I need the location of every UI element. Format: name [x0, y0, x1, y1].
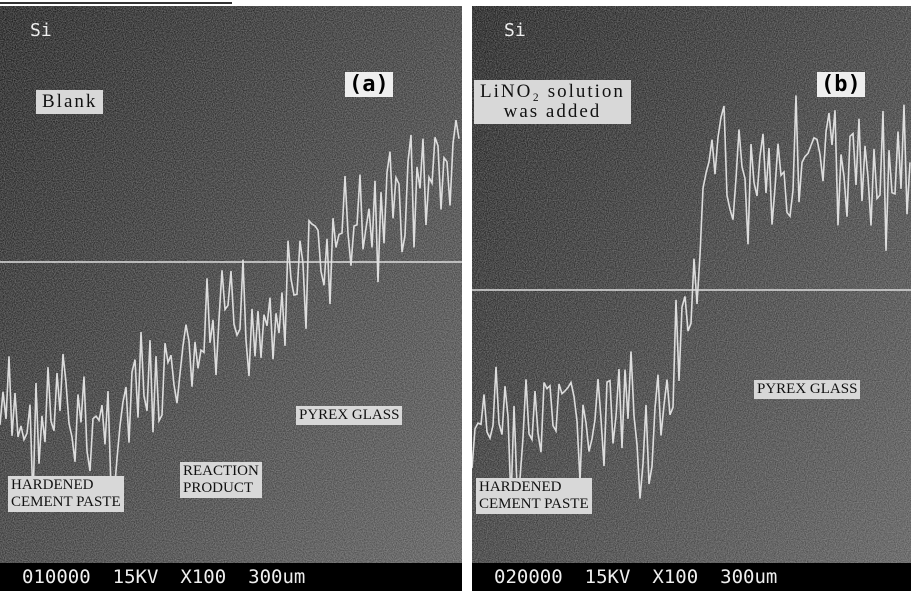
region-label-line: CEMENT PASTE: [479, 496, 589, 512]
element-label: Si: [30, 20, 52, 41]
region-label-line: PYREX GLASS: [299, 407, 399, 423]
element-label: Si: [504, 20, 526, 41]
info-text: X100: [180, 566, 226, 588]
panel-tag-text: (a): [349, 72, 389, 97]
condition-line: was added: [504, 101, 602, 122]
info-bar: 020000 15KV X100 300um: [472, 563, 911, 591]
region-label-line: CEMENT PASTE: [11, 494, 121, 510]
panel-tag: (b): [817, 72, 865, 97]
info-text: 15KV: [113, 566, 159, 588]
region-label-line: HARDENED: [479, 479, 562, 495]
element-text: Si: [504, 20, 526, 41]
info-text: 300um: [248, 566, 305, 588]
condition-line: Blank: [42, 91, 97, 112]
condition-label: Blank: [36, 90, 103, 114]
element-text: Si: [30, 20, 52, 41]
info-text: 300um: [720, 566, 777, 588]
region-label-line: REACTION: [183, 463, 259, 479]
region-label-line: PYREX GLASS: [757, 381, 857, 397]
scan-rule: [0, 2, 232, 4]
region-label-line: HARDENED: [11, 477, 94, 493]
region-label-line: PRODUCT: [183, 480, 253, 496]
info-text: 020000: [494, 566, 563, 588]
panel-tag: (a): [345, 72, 393, 97]
region-label: PYREX GLASS: [754, 380, 860, 399]
info-text: 010000: [22, 566, 91, 588]
info-bar: 010000 15KV X100 300um: [0, 563, 462, 591]
page: Si (a) Blank PYREX GLASS REACTIONPRODUCT HARD…: [0, 0, 911, 591]
region-label: PYREX GLASS: [296, 406, 402, 425]
info-text: 15KV: [585, 566, 631, 588]
info-text: X100: [652, 566, 698, 588]
panel-tag-text: (b): [821, 72, 861, 97]
condition-line: LiNO₂ solution: [480, 81, 625, 102]
